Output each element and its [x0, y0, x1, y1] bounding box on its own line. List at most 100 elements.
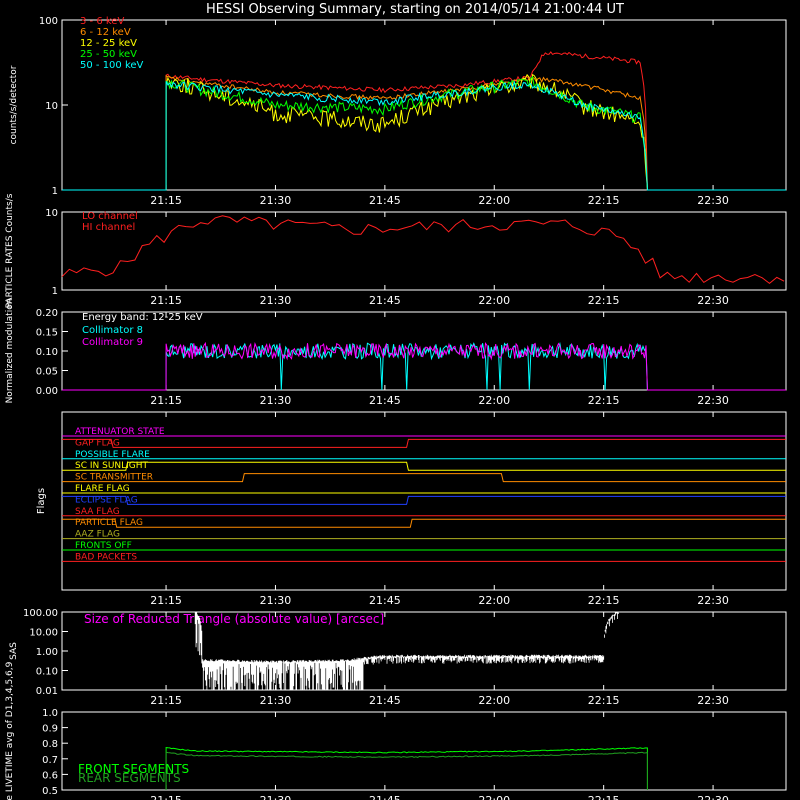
flag-label: FRONTS OFF	[75, 541, 132, 551]
legend-entry: 3 - 6 keV	[80, 16, 124, 27]
flag-trace-2	[62, 438, 786, 448]
legend-entry: 25 - 50 keV	[80, 49, 137, 60]
legend-entry: 12 - 25 keV	[80, 38, 137, 49]
y-tick-label: 100.00	[23, 608, 58, 619]
x-tick-label: 22:30	[697, 194, 729, 207]
y-tick-label: 1.0	[42, 708, 58, 719]
x-tick-label: 22:15	[588, 694, 620, 707]
x-tick-label: 22:00	[478, 594, 510, 607]
y-axis-label: Mon. Rate LIVETIME avg of D1,3,4,5,6,9	[5, 661, 15, 800]
y-tick-label: 0.9	[42, 724, 58, 735]
legend-entry: FRONT SEGMENTS	[78, 762, 189, 776]
y-tick-label: 10	[45, 101, 58, 112]
y-tick-label: 0.6	[42, 770, 58, 781]
flag-trace-7	[62, 495, 786, 505]
panel-frame-6	[61, 711, 787, 791]
x-tick-label: 21:45	[369, 694, 401, 707]
series-line-1	[62, 51, 786, 191]
flag-label: BAD PACKETS	[75, 552, 137, 562]
x-tick-label: 21:15	[150, 594, 182, 607]
flag-label: ATTENUATOR STATE	[75, 427, 165, 437]
x-tick-label: 22:15	[588, 594, 620, 607]
y-tick-label: 10.00	[29, 628, 58, 639]
y-tick-label: 1	[52, 286, 58, 297]
legend-entry: Collimator 8	[82, 325, 143, 336]
series-collimator-8	[62, 341, 786, 391]
flag-label: POSSIBLE FLARE	[75, 450, 150, 460]
x-tick-label: 22:00	[478, 194, 510, 207]
series-line-4	[62, 76, 786, 191]
flag-label: ECLIPSE FLAG	[75, 495, 138, 505]
legend-entry: REAR SEGMENTS	[78, 771, 181, 785]
panel-frame-2	[61, 211, 787, 291]
y-axis-label: counts/s/detector	[9, 65, 19, 144]
flag-trace-4	[62, 461, 786, 471]
x-tick-label: 21:45	[369, 594, 401, 607]
x-tick-label: 22:15	[588, 194, 620, 207]
y-tick-label: 0.15	[36, 328, 58, 339]
x-tick-label: 22:00	[478, 694, 510, 707]
x-tick-label: 22:15	[588, 294, 620, 307]
series-line-5	[62, 80, 786, 191]
panel-frame-4	[61, 411, 787, 591]
y-tick-label: 10	[45, 208, 58, 219]
y-tick-label: 0.8	[42, 739, 58, 750]
flag-label: SAA FLAG	[75, 507, 120, 517]
flag-label: PARTICLE FLAG	[75, 518, 143, 528]
x-tick-label: 21:30	[260, 694, 292, 707]
energy-band-annotation: Energy band: 12-25 keV	[82, 312, 203, 323]
y-tick-label: 1	[52, 186, 58, 197]
legend-entry: HI channel	[82, 222, 135, 233]
x-tick-label: 21:30	[260, 394, 292, 407]
legend-entry: 6 - 12 keV	[80, 27, 131, 38]
y-tick-label: 0.7	[42, 755, 58, 766]
x-tick-label: 21:45	[369, 294, 401, 307]
x-tick-label: 21:15	[150, 194, 182, 207]
y-axis-label: Flags	[36, 488, 47, 514]
flag-label: AAZ FLAG	[75, 530, 120, 540]
y-tick-label: 0.20	[36, 308, 58, 319]
series-livetime-1	[165, 747, 648, 791]
x-tick-label: 21:30	[260, 194, 292, 207]
y-axis-label: PARTICLE RATES Counts/s	[5, 193, 15, 308]
x-tick-label: 21:45	[369, 194, 401, 207]
x-tick-label: 21:15	[150, 694, 182, 707]
x-tick-label: 22:30	[697, 294, 729, 307]
x-tick-label: 22:15	[588, 394, 620, 407]
series-lo-channel	[61, 215, 785, 285]
x-tick-label: 22:00	[478, 294, 510, 307]
x-tick-label: 22:30	[697, 694, 729, 707]
y-axis-label: SAS	[9, 642, 19, 660]
x-tick-label: 22:00	[478, 394, 510, 407]
y-tick-label: 0.00	[36, 386, 58, 397]
sas-triangle-trace	[194, 612, 619, 690]
sas-panel-title: Size of Reduced Triangle (absolute value…	[84, 612, 384, 626]
legend-entry: Collimator 9	[82, 337, 143, 348]
x-tick-label: 22:30	[697, 394, 729, 407]
y-tick-label: 1.00	[36, 647, 58, 658]
legend-entry: LO channel	[82, 211, 138, 222]
series-line-3	[62, 73, 786, 191]
flag-trace-9	[62, 518, 786, 528]
y-tick-label: 0.10	[36, 667, 58, 678]
x-tick-label: 21:30	[260, 794, 292, 800]
y-tick-label: 100	[39, 16, 58, 27]
x-tick-label: 21:15	[150, 794, 182, 800]
flag-trace-5	[62, 473, 786, 483]
y-tick-label: 0.05	[36, 367, 58, 378]
series-line-2	[62, 74, 786, 191]
x-tick-label: 22:00	[478, 794, 510, 800]
x-tick-label: 21:30	[260, 594, 292, 607]
series-collimator-9	[62, 341, 786, 391]
figure-title: HESSI Observing Summary, starting on 201…	[206, 2, 624, 17]
x-tick-label: 21:45	[369, 794, 401, 800]
y-axis-label: Normalized modulation	[5, 299, 15, 404]
y-tick-label: 0.01	[36, 686, 58, 697]
legend-entry: 50 - 100 keV	[80, 60, 144, 71]
x-tick-label: 21:15	[150, 294, 182, 307]
flag-label: SC IN SUNLIGHT	[75, 461, 149, 471]
flag-label: SC TRANSMITTER	[75, 473, 153, 483]
flag-label: FLARE FLAG	[75, 484, 130, 494]
x-tick-label: 22:30	[697, 594, 729, 607]
